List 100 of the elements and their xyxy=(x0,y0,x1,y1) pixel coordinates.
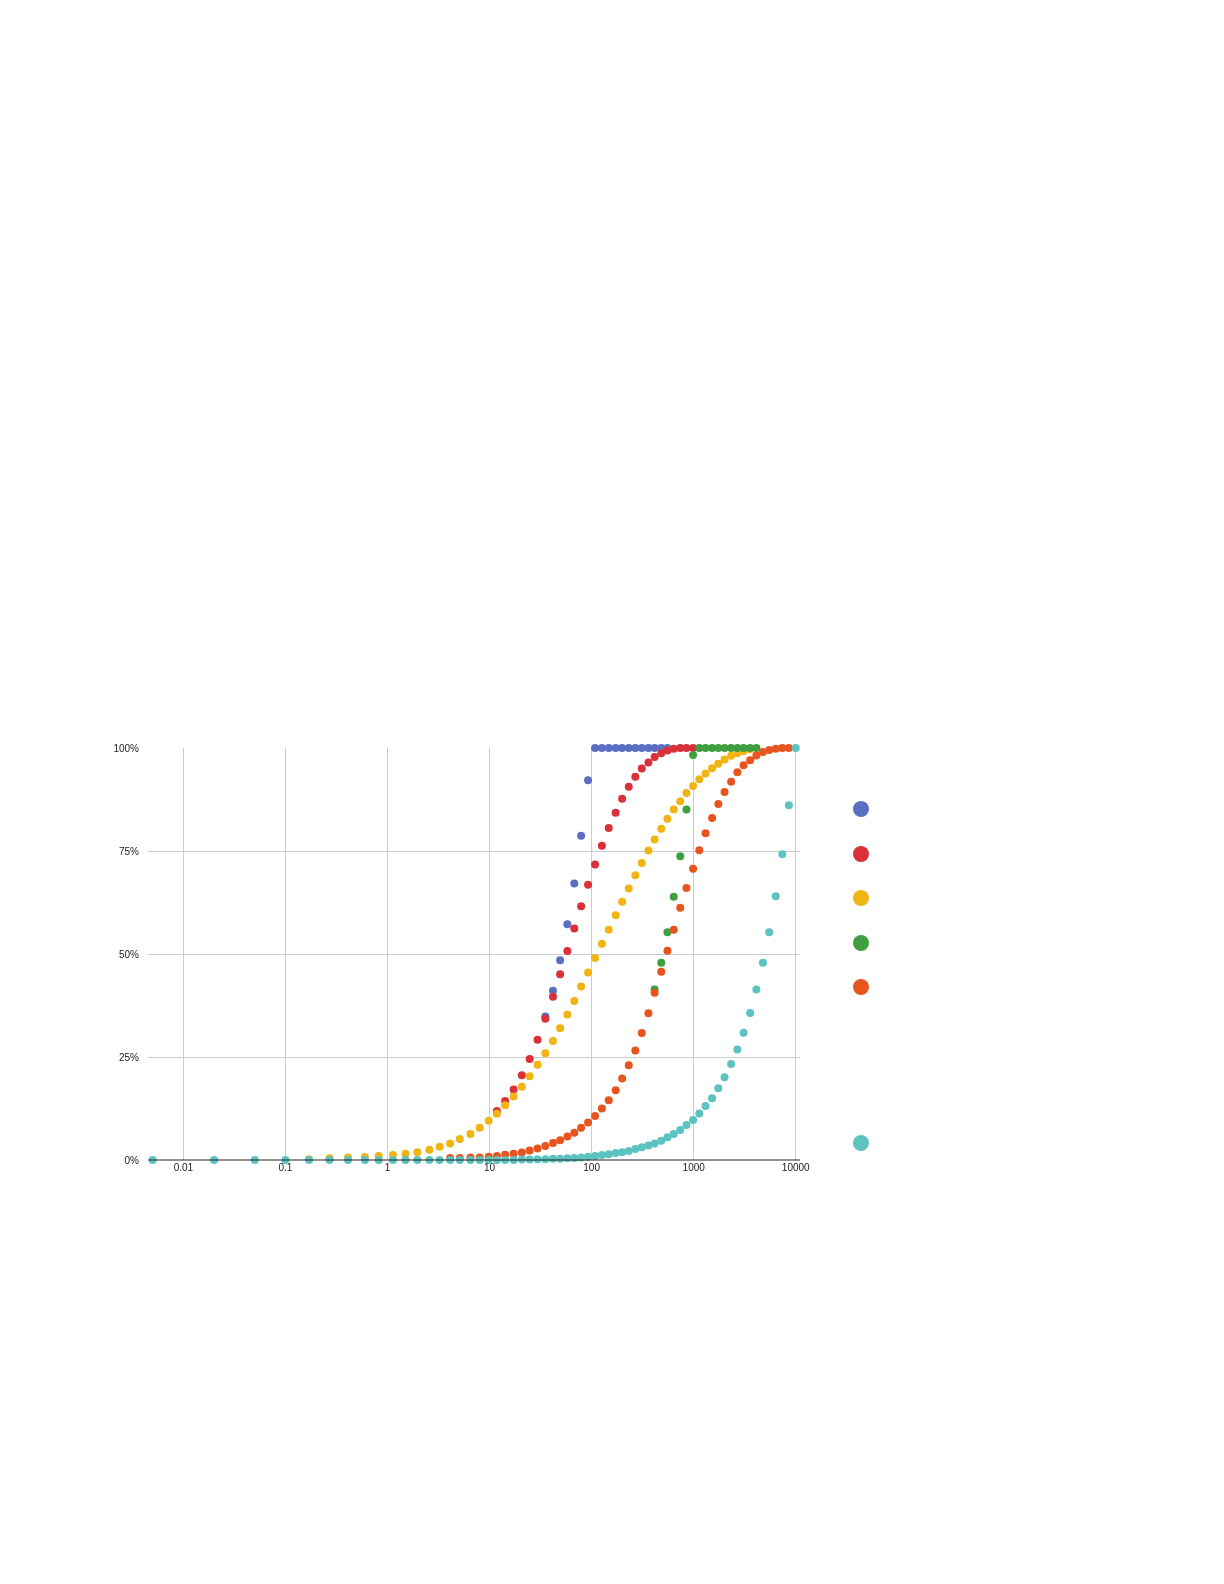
point xyxy=(556,970,565,979)
x-tick-label: 100 xyxy=(583,1162,601,1173)
point xyxy=(604,823,613,832)
point xyxy=(708,744,717,752)
point xyxy=(650,753,659,762)
point xyxy=(624,744,633,752)
point xyxy=(631,772,640,781)
point xyxy=(597,1104,606,1113)
point xyxy=(591,860,600,869)
point xyxy=(570,996,579,1005)
point xyxy=(657,749,666,758)
y-tick-label: 50% xyxy=(118,948,140,960)
point xyxy=(720,755,729,764)
point xyxy=(663,928,672,937)
point xyxy=(563,947,572,956)
point xyxy=(695,775,704,784)
point xyxy=(714,800,723,809)
point xyxy=(556,956,565,965)
point xyxy=(657,824,666,833)
point xyxy=(669,892,678,901)
point xyxy=(624,884,633,893)
point xyxy=(733,744,742,752)
point xyxy=(584,1118,593,1127)
point xyxy=(657,967,666,976)
point xyxy=(577,831,586,840)
point xyxy=(746,756,755,765)
point xyxy=(676,744,685,752)
point xyxy=(618,744,627,752)
point xyxy=(650,835,659,844)
point xyxy=(676,797,685,806)
point xyxy=(676,903,685,912)
point xyxy=(611,808,620,817)
point xyxy=(563,1132,572,1141)
point xyxy=(611,911,620,920)
point xyxy=(584,776,593,785)
point xyxy=(591,954,600,963)
point xyxy=(591,744,600,752)
point xyxy=(556,1136,565,1145)
x-tick-label: 1000 xyxy=(682,1162,706,1173)
point xyxy=(637,764,646,773)
x-tick-label: 0.1 xyxy=(278,1162,293,1173)
point xyxy=(657,958,666,967)
point xyxy=(644,758,653,767)
point xyxy=(727,777,736,786)
point xyxy=(714,759,723,768)
point xyxy=(669,805,678,814)
point xyxy=(695,744,704,752)
point xyxy=(618,897,627,906)
y-tick-label: 100% xyxy=(113,742,140,754)
point xyxy=(637,744,646,752)
point xyxy=(644,846,653,855)
point xyxy=(682,788,691,797)
point xyxy=(563,1010,572,1019)
point xyxy=(663,946,672,955)
x-tick-label: 10 xyxy=(484,1162,496,1173)
point xyxy=(644,744,653,752)
point xyxy=(682,884,691,893)
point xyxy=(720,788,729,797)
point xyxy=(604,1096,613,1105)
point xyxy=(701,829,710,838)
point xyxy=(570,879,579,888)
y-tick-label: 25% xyxy=(118,1051,140,1063)
point xyxy=(682,805,691,814)
point xyxy=(695,846,704,855)
point xyxy=(618,1074,627,1083)
point xyxy=(584,968,593,977)
y-tick-label: 75% xyxy=(118,845,140,857)
point xyxy=(618,794,627,803)
point xyxy=(669,925,678,934)
point xyxy=(708,764,717,773)
point xyxy=(570,1128,579,1137)
point xyxy=(577,982,586,991)
point xyxy=(624,1061,633,1070)
point xyxy=(676,852,685,861)
point xyxy=(637,858,646,867)
point xyxy=(631,744,640,752)
point xyxy=(708,814,717,823)
point xyxy=(597,939,606,948)
point xyxy=(570,924,579,933)
y-tick-label: 0% xyxy=(124,1154,140,1166)
point xyxy=(682,744,691,752)
point xyxy=(714,744,723,752)
x-tick-label: 1 xyxy=(384,1162,391,1173)
point xyxy=(644,1009,653,1018)
point xyxy=(604,925,613,934)
point xyxy=(563,920,572,929)
point xyxy=(604,744,613,752)
point xyxy=(689,751,698,759)
point xyxy=(689,781,698,790)
x-tick-label: 0.01 xyxy=(173,1162,194,1173)
point xyxy=(733,768,742,777)
point xyxy=(597,744,606,752)
point xyxy=(577,1123,586,1132)
point xyxy=(631,871,640,880)
point xyxy=(611,1086,620,1095)
point xyxy=(631,1046,640,1055)
point xyxy=(597,841,606,850)
point xyxy=(556,1024,565,1033)
point xyxy=(689,864,698,873)
point xyxy=(577,902,586,911)
